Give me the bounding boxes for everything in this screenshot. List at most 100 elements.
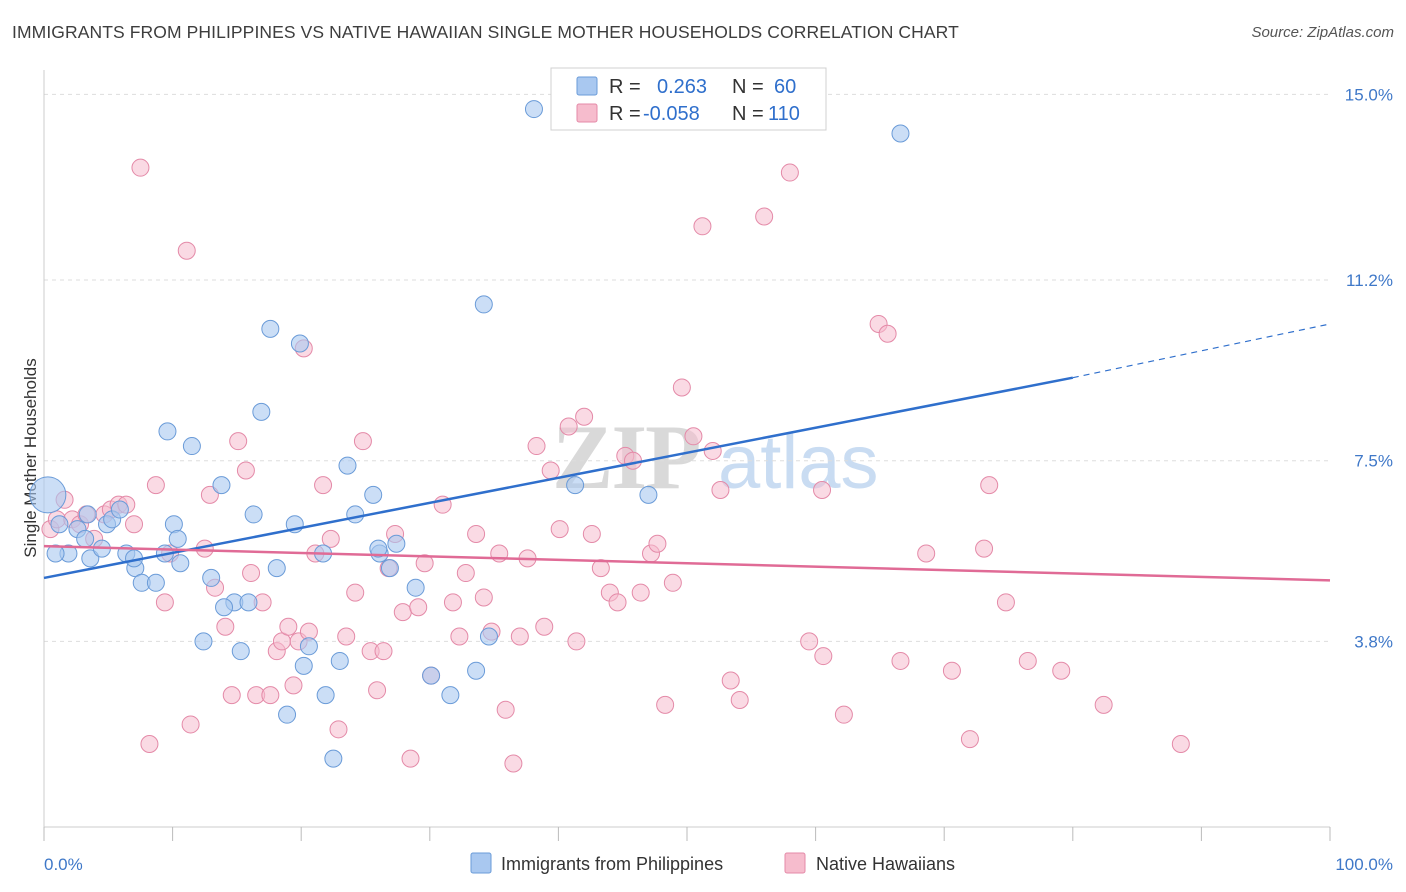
point-philippines-42 (387, 534, 406, 553)
point-philippines-49 (524, 100, 543, 119)
bottom-legend-label-0: Immigrants from Philippines (501, 854, 723, 874)
point-native-hawaiians-100 (942, 661, 961, 680)
point-native-hawaiians-33 (284, 676, 303, 695)
point-native-hawaiians-103 (996, 593, 1015, 612)
point-native-hawaiians-22 (216, 617, 235, 636)
legend-r-label-0: R = (609, 76, 641, 98)
point-philippines-50 (566, 476, 585, 495)
axes (43, 70, 1331, 841)
legend-r-label-1: R = (609, 103, 641, 125)
point-philippines-13 (146, 573, 165, 592)
legend: R = 0.263 N = 60 R = -0.058 N = 110 (550, 67, 827, 131)
point-native-hawaiians-59 (474, 588, 493, 607)
point-native-hawaiians-72 (575, 407, 594, 426)
point-native-hawaiians-57 (456, 564, 475, 583)
point-native-hawaiians-41 (337, 627, 356, 646)
point-philippines-51 (891, 124, 910, 143)
point-native-hawaiians-58 (467, 524, 486, 543)
trendline-philippines (43, 376, 1074, 580)
legend-swatch-pink (576, 103, 598, 123)
point-native-hawaiians-43 (353, 432, 372, 451)
point-philippines-5 (81, 549, 100, 568)
y-tick-label-2: 11.2% (1346, 271, 1393, 290)
point-native-hawaiians-14 (146, 476, 165, 495)
point-philippines-26 (261, 319, 280, 338)
point-philippines-14 (158, 422, 177, 441)
point-native-hawaiians-107 (1171, 734, 1190, 753)
point-native-hawaiians-51 (409, 598, 428, 617)
point-philippines-4 (76, 529, 95, 548)
point-philippines-38 (346, 505, 365, 524)
grid (44, 93, 1330, 642)
point-native-hawaiians-20 (200, 485, 219, 504)
point-native-hawaiians-95 (834, 705, 853, 724)
point-native-hawaiians-76 (608, 593, 627, 612)
legend-r-value-0: 0.263 (657, 76, 707, 98)
point-native-hawaiians-67 (535, 617, 554, 636)
point-native-hawaiians-69 (550, 520, 569, 539)
point-native-hawaiians-42 (346, 583, 365, 602)
y-tick-labels: 3.8% 7.5% 11.2% 15.0% (1345, 85, 1393, 651)
bottom-legend: Immigrants from Philippines Native Hawai… (470, 852, 955, 874)
point-philippines-46 (467, 661, 486, 680)
point-philippines-20 (212, 476, 231, 495)
point-native-hawaiians-88 (711, 481, 730, 500)
trendline-native-hawaiians (43, 544, 1331, 582)
point-philippines-48 (479, 627, 498, 646)
point-philippines-27 (267, 559, 286, 578)
point-native-hawaiians-101 (960, 730, 979, 749)
point-native-hawaiians-94 (814, 647, 833, 666)
y-tick-label-1: 7.5% (1354, 452, 1393, 471)
point-philippines-36 (330, 651, 349, 670)
point-native-hawaiians-13 (140, 734, 159, 753)
point-native-hawaiians-98 (891, 651, 910, 670)
legend-n-label-1: N = (732, 103, 764, 125)
point-native-hawaiians-38 (314, 476, 333, 495)
point-native-hawaiians-25 (236, 461, 255, 480)
point-native-hawaiians-84 (672, 378, 691, 397)
point-native-hawaiians-104 (1018, 651, 1037, 670)
bottom-legend-label-1: Native Hawaiians (816, 854, 955, 874)
point-native-hawaiians-89 (721, 671, 740, 690)
trendline-philippines-extension (1072, 323, 1331, 379)
point-philippines-0 (29, 476, 67, 514)
point-philippines-58 (168, 529, 187, 548)
x-tick-label-1: 100.0% (1335, 855, 1393, 874)
point-native-hawaiians-26 (242, 564, 261, 583)
point-native-hawaiians-17 (177, 241, 196, 260)
point-philippines-53 (78, 505, 97, 524)
bottom-legend-swatch-blue (470, 852, 492, 874)
trendlines (43, 323, 1331, 582)
point-native-hawaiians-15 (155, 593, 174, 612)
point-native-hawaiians-32 (279, 617, 298, 636)
point-philippines-47 (474, 295, 493, 314)
point-native-hawaiians-85 (684, 427, 703, 446)
point-native-hawaiians-90 (730, 691, 749, 710)
point-native-hawaiians-97 (878, 324, 897, 343)
legend-n-value-0: 60 (774, 76, 796, 98)
point-philippines-31 (294, 656, 313, 675)
bottom-legend-swatch-pink (784, 852, 806, 874)
point-native-hawaiians-86 (693, 217, 712, 236)
point-native-hawaiians-29 (261, 686, 280, 705)
point-philippines-24 (244, 505, 263, 524)
legend-swatch-blue (576, 76, 598, 96)
point-native-hawaiians-91 (755, 207, 774, 226)
point-native-hawaiians-56 (450, 627, 469, 646)
point-philippines-30 (290, 334, 309, 353)
point-native-hawaiians-66 (527, 437, 546, 456)
point-philippines-18 (194, 632, 213, 651)
point-philippines-32 (299, 637, 318, 656)
point-native-hawaiians-49 (393, 603, 412, 622)
y-tick-label-3: 15.0% (1345, 85, 1393, 104)
y-axis-label: Single Mother Households (21, 358, 40, 557)
point-philippines-45 (441, 686, 460, 705)
point-native-hawaiians-99 (917, 544, 936, 563)
point-native-hawaiians-87 (703, 441, 722, 460)
point-philippines-52 (639, 485, 658, 504)
point-native-hawaiians-11 (125, 515, 144, 534)
point-native-hawaiians-106 (1094, 695, 1113, 714)
point-philippines-1 (50, 515, 69, 534)
point-native-hawaiians-81 (648, 534, 667, 553)
point-native-hawaiians-102 (975, 539, 994, 558)
